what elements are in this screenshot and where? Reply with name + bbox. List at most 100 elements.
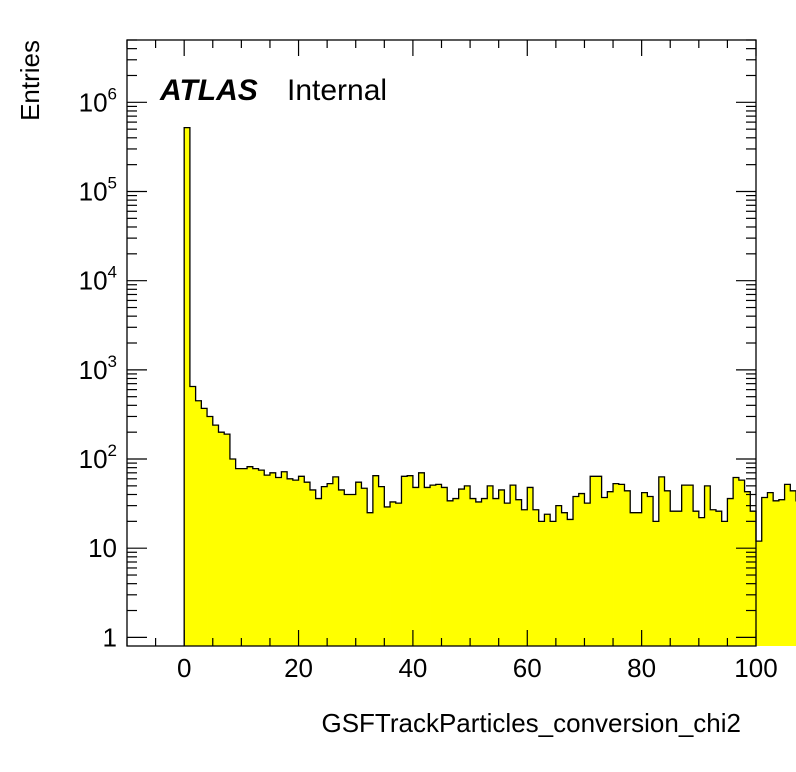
y-tick-label: 105	[79, 174, 117, 207]
histogram-bar	[578, 493, 585, 646]
histogram-bar	[715, 511, 723, 646]
histogram-bar	[681, 485, 688, 646]
histogram-bar	[567, 519, 574, 646]
y-tick-label: 104	[79, 263, 117, 296]
x-tick-label: 20	[284, 653, 313, 683]
histogram-bar	[487, 485, 494, 646]
histogram-bar	[641, 492, 648, 646]
histogram-bar	[338, 489, 345, 646]
histogram-bar	[424, 487, 431, 646]
histogram-bar	[498, 489, 505, 646]
histogram-bar	[390, 501, 397, 646]
histogram-bar	[435, 484, 442, 646]
histogram-bar	[670, 511, 677, 646]
histogram-bars	[184, 127, 796, 647]
histogram-bar	[630, 512, 637, 646]
histogram-bar	[698, 517, 705, 646]
x-tick-label: 40	[398, 653, 427, 683]
histogram-bar	[538, 521, 545, 646]
histogram-bar	[584, 503, 591, 646]
histogram-bar	[561, 512, 568, 646]
histogram-outline	[183, 127, 796, 646]
histogram-bar	[778, 499, 785, 646]
histogram-bar	[258, 470, 265, 646]
histogram-bar	[332, 476, 339, 646]
histogram-bar	[201, 408, 208, 646]
histogram-bar	[304, 482, 311, 646]
histogram-bar	[664, 490, 671, 646]
y-tick-label: 103	[79, 352, 117, 385]
histogram-bar	[367, 512, 374, 646]
histogram-bar	[372, 475, 379, 646]
histogram-bar	[281, 471, 288, 646]
histogram-bar	[412, 487, 420, 646]
histogram-bar	[504, 503, 511, 646]
histogram-bar	[212, 425, 219, 646]
histogram-bar	[309, 489, 317, 646]
internal-label: Internal	[287, 74, 387, 107]
y-axis-ticks	[127, 39, 756, 638]
histogram-bar	[189, 386, 197, 646]
histogram-bar	[475, 501, 482, 646]
histogram-bar	[264, 475, 271, 646]
y-tick-label: 1	[103, 622, 117, 652]
histogram-bar	[710, 509, 717, 646]
histogram-bar	[635, 512, 643, 646]
histogram-bar	[738, 480, 745, 646]
histogram-bar	[470, 498, 477, 646]
histogram-bar	[401, 476, 408, 646]
histogram-bar	[767, 492, 774, 646]
histogram-bar	[207, 416, 214, 646]
histogram-bar	[653, 521, 660, 646]
y-tick-labels: 1 10 102 103 104 105 106	[79, 84, 117, 652]
histogram-bar	[721, 521, 728, 646]
histogram-bar	[658, 476, 665, 646]
histogram-bar	[321, 486, 328, 646]
histogram-bar	[269, 472, 277, 646]
histogram-bar	[515, 499, 522, 646]
histogram-bar	[235, 468, 242, 646]
histogram-bar	[441, 487, 448, 646]
histogram-bar	[275, 477, 282, 646]
histogram-bar	[247, 466, 254, 646]
histogram-bar	[418, 472, 425, 646]
x-axis-ticks	[126, 40, 757, 646]
histogram-bar	[544, 514, 551, 646]
histogram-bar	[550, 521, 557, 646]
histogram-bar	[744, 491, 751, 646]
histogram-bar	[595, 476, 603, 646]
histogram-bar	[229, 459, 237, 646]
histogram-bar	[241, 468, 248, 646]
atlas-label: ATLAS	[159, 74, 258, 107]
x-tick-label: 60	[513, 653, 542, 683]
histogram-bar	[430, 485, 437, 646]
histogram-bar	[384, 506, 391, 646]
x-tick-label: 100	[734, 653, 777, 683]
histogram-bar	[527, 487, 534, 646]
histogram-bar	[287, 478, 294, 646]
histogram-bar	[292, 480, 299, 646]
y-tick-label: 10	[88, 533, 117, 563]
x-axis-title: GSFTrackParticles_conversion_chi2	[321, 708, 741, 738]
histogram-bar	[510, 485, 517, 646]
histogram-bar	[573, 496, 580, 646]
histogram-bar	[252, 468, 259, 646]
x-tick-labels: 0 20 40 60 80 100	[177, 653, 778, 683]
histogram-bar	[195, 400, 202, 646]
y-axis-title: Entries	[15, 40, 45, 121]
histogram-bar	[607, 491, 614, 646]
y-tick-label: 102	[79, 441, 117, 474]
histogram-bar	[350, 494, 357, 646]
histogram-bar	[378, 486, 385, 646]
histogram-bar	[395, 503, 402, 646]
x-tick-label: 0	[177, 653, 191, 683]
histogram-bar	[481, 498, 488, 646]
x-tick-label: 80	[627, 653, 656, 683]
histogram-bar	[601, 497, 608, 646]
histogram-bar	[464, 485, 471, 646]
histogram-bar	[344, 494, 351, 646]
histogram-bar	[704, 485, 711, 646]
histogram-bar	[773, 500, 780, 646]
histogram-bar	[521, 509, 528, 646]
